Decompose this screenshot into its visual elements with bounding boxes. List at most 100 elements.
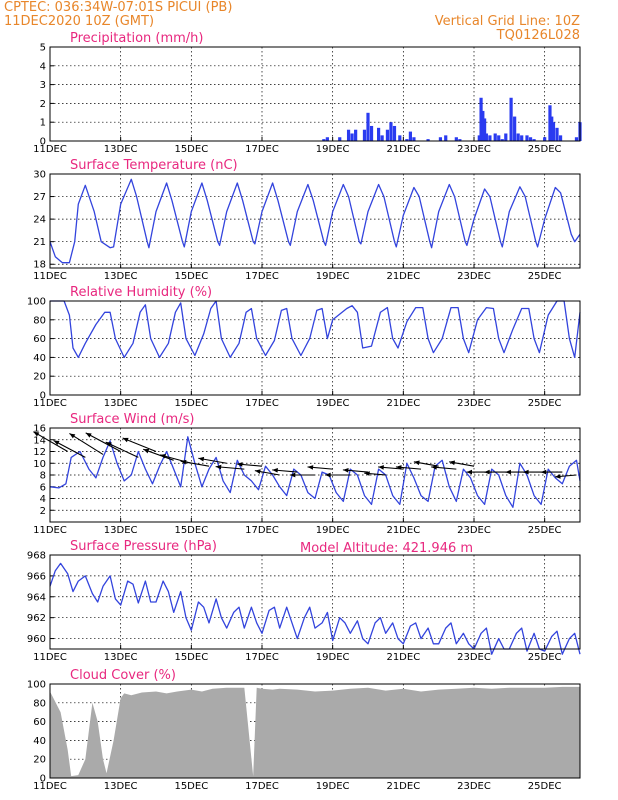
x-tick-label: 15DEC (174, 271, 208, 282)
wind-vector (395, 465, 422, 470)
precip-bar (481, 110, 485, 141)
x-tick-label: 13DEC (104, 652, 138, 663)
precip-bar (426, 139, 430, 141)
wind-vector (122, 437, 157, 453)
wind-vector-head (69, 433, 76, 439)
wind-vector-shaft (105, 441, 139, 458)
precip-bar (555, 127, 559, 141)
wind-vector-head (364, 471, 370, 476)
precip-bar (398, 135, 402, 141)
rh-series-line (50, 300, 581, 359)
precip-bar (483, 118, 487, 141)
wind-vector-shaft (69, 432, 104, 455)
y-tick-label: 2 (40, 99, 46, 110)
y-tick-label: 964 (27, 592, 46, 603)
x-tick-label: 11DEC (33, 144, 67, 155)
x-tick-label: 21DEC (386, 398, 420, 409)
panel-frame (49, 173, 581, 269)
x-tick-label: 23DEC (457, 398, 491, 409)
x-tick-label: 25DEC (528, 781, 562, 792)
precip-bar (513, 116, 517, 141)
x-tick-label: 23DEC (457, 781, 491, 792)
y-tick-label: 8 (40, 471, 46, 482)
panel-title: Precipitation (mm/h) (70, 31, 203, 46)
y-tick-label: 20 (33, 755, 46, 766)
header-grid-note: Vertical Grid Line: 10Z (435, 14, 580, 29)
precip-bar (338, 137, 342, 141)
panel-frame (49, 46, 581, 142)
x-tick-label: 17DEC (245, 652, 279, 663)
precip-bar (548, 105, 552, 141)
precip-bar (551, 122, 556, 141)
y-tick-label: 14 (33, 435, 46, 446)
panel-wind: 11DEC 13DEC 15DEC 17DEC 19DEC 21DEC 23DEC 25DEC… (33, 412, 581, 536)
y-tick-label: 968 (27, 551, 46, 562)
panel-title: Surface Temperature (nC) (70, 158, 238, 173)
panel-frame (49, 300, 581, 396)
wind-vector-head (554, 474, 561, 479)
header-model: TQ0126L028 (496, 28, 580, 43)
panel-pres: 11DEC 13DEC 15DEC 17DEC 19DEC 21DEC 23DEC 25DEC… (27, 539, 581, 663)
precip-bar (408, 131, 412, 141)
wind-vector (215, 464, 245, 470)
y-tick-label: 4 (40, 494, 46, 505)
wind-vector-head (449, 460, 456, 466)
precip-bar (532, 139, 536, 141)
panel-precip: 11DEC 13DEC 15DEC 17DEC 19DEC 21DEC 23DEC 25DEC… (33, 31, 582, 155)
panel-title: Surface Wind (m/s) (70, 412, 194, 427)
wind-vector (364, 471, 386, 476)
panel-cloud: 11DEC 13DEC 15DEC 17DEC 19DEC 21DEC 23DEC 25DEC… (27, 668, 581, 792)
wind-vector-head (540, 469, 547, 475)
y-tick-label: 1 (40, 118, 46, 129)
x-tick-label: 15DEC (174, 398, 208, 409)
y-tick-label: 5 (40, 43, 46, 54)
precip-bar (550, 116, 554, 141)
precip-bar (385, 129, 390, 141)
x-tick-label: 21DEC (386, 652, 420, 663)
wind-vector-head (378, 465, 384, 470)
precip-bar (362, 129, 367, 141)
panel-rh: 11DEC 13DEC 15DEC 17DEC 19DEC 21DEC 23DEC 25DEC… (27, 285, 581, 409)
wind-vector-head (160, 454, 166, 459)
x-tick-label: 17DEC (245, 525, 279, 536)
pres-series-line (49, 562, 581, 655)
x-tick-label: 25DEC (528, 652, 562, 663)
precip-bar (574, 137, 579, 141)
precip-bar (350, 133, 354, 141)
y-tick-label: 80 (33, 315, 46, 326)
x-tick-label: 15DEC (174, 652, 208, 663)
precip-bar (380, 135, 384, 141)
panel-title: Surface Pressure (hPa) (70, 539, 217, 554)
wind-vector (143, 448, 174, 461)
precip-bar (504, 133, 508, 141)
precip-bar (458, 139, 462, 141)
x-tick-label: 21DEC (386, 781, 420, 792)
wind-vector-head (307, 465, 314, 470)
wind-vector-shaft (33, 431, 68, 452)
precip-bar (525, 135, 529, 141)
y-tick-label: 2 (40, 506, 46, 517)
x-tick-label: 11DEC (33, 652, 67, 663)
precip-bar (354, 129, 358, 141)
x-tick-label: 15DEC (174, 781, 208, 792)
precip-bar (405, 139, 409, 141)
wind-vector (254, 469, 280, 476)
precip-bar (377, 127, 381, 141)
wind-vector-head (85, 432, 92, 438)
y-tick-label: 24 (33, 215, 46, 226)
x-tick-label: 25DEC (528, 271, 562, 282)
precip-bar (322, 139, 326, 141)
precip-bar (558, 135, 563, 141)
wind-vector-head (523, 469, 529, 475)
x-tick-label: 23DEC (457, 271, 491, 282)
x-tick-label: 17DEC (245, 781, 279, 792)
y-tick-label: 4 (40, 61, 46, 72)
wind-vector (342, 468, 369, 473)
wind-vector (198, 456, 227, 464)
y-tick-label: 16 (33, 424, 46, 435)
y-tick-label: 40 (33, 353, 46, 364)
wind-vector-head (236, 462, 243, 467)
x-tick-label: 25DEC (528, 525, 562, 536)
precip-bar (454, 137, 458, 141)
y-tick-label: 0 (40, 391, 46, 402)
